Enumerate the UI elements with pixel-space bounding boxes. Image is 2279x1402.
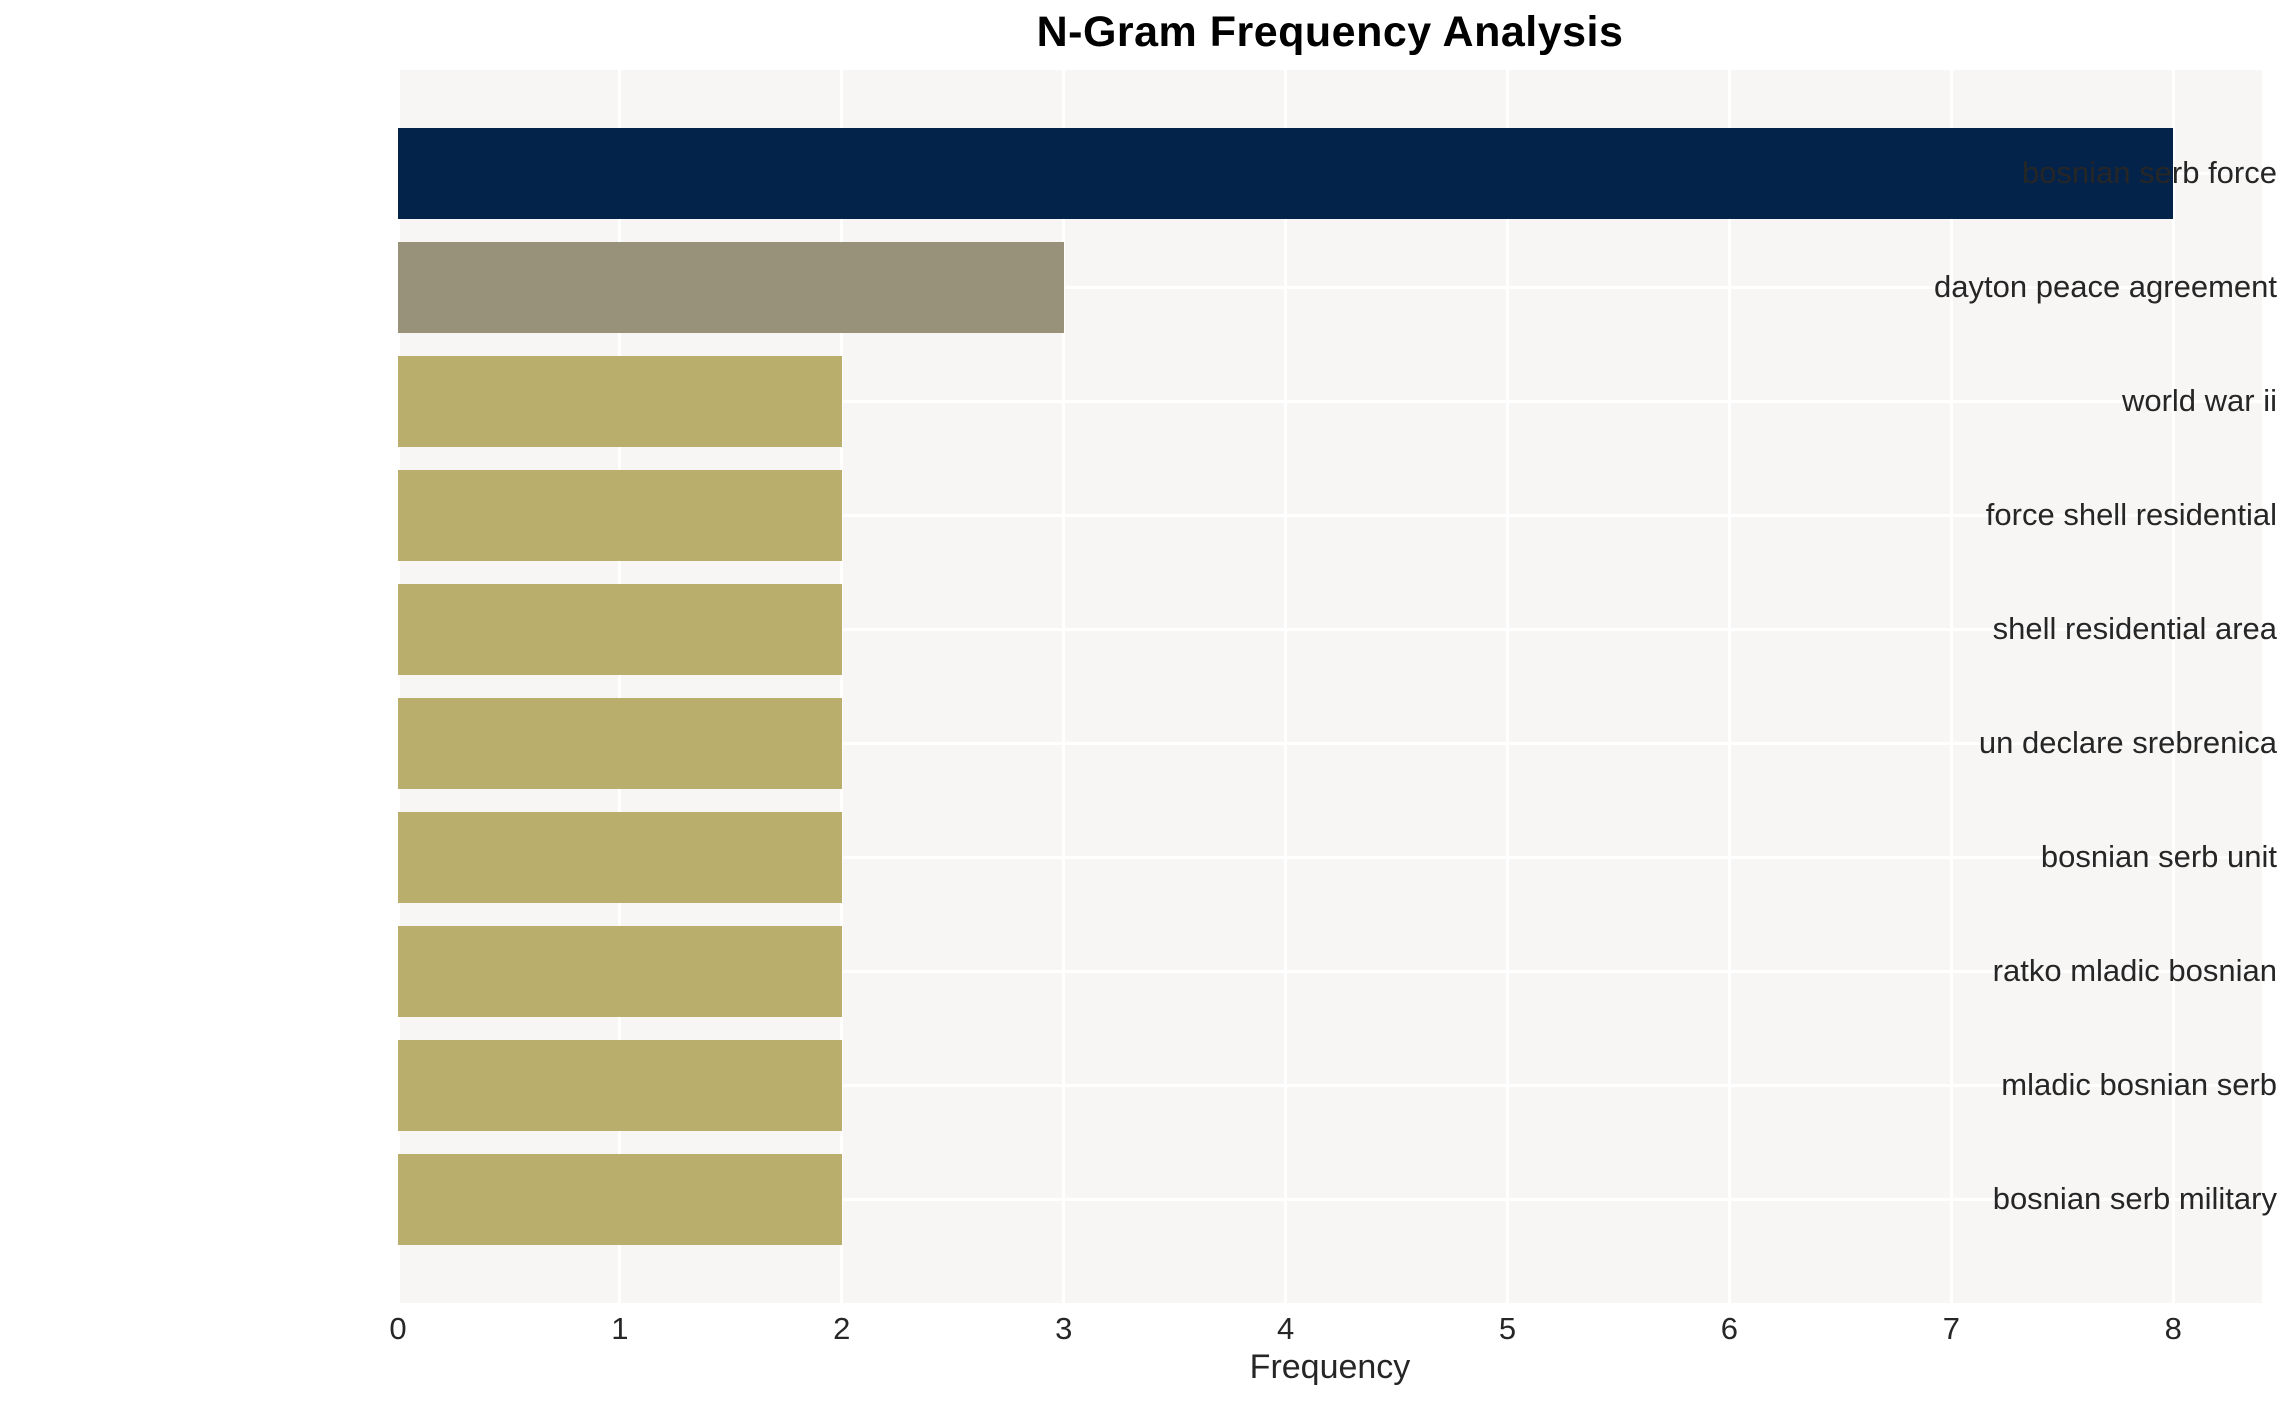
gridline-vertical (396, 70, 400, 1303)
gridline-horizontal (398, 856, 2262, 859)
gridline-vertical (618, 70, 622, 1303)
y-axis-label: mladic bosnian serb (2001, 1066, 2277, 1102)
bar (398, 128, 2174, 219)
x-axis-label: Frequency (1249, 1348, 1411, 1386)
bar (398, 926, 842, 1017)
y-axis-label: un declare srebrenica (1978, 724, 2277, 760)
x-tick-label: 6 (1720, 1311, 1739, 1346)
bar (398, 242, 1064, 333)
gridline-vertical (1949, 70, 1953, 1303)
bar (398, 356, 842, 447)
gridline-vertical (1506, 70, 1510, 1303)
gridline-horizontal (398, 628, 2262, 631)
gridline-vertical (840, 70, 844, 1303)
y-axis-label: shell residential area (1992, 610, 2277, 646)
bar (398, 812, 842, 903)
plot-area (396, 70, 2262, 1303)
gridline-horizontal (398, 514, 2262, 517)
bar (398, 1040, 842, 1131)
y-axis-label: bosnian serb military (1992, 1180, 2277, 1216)
y-axis-label: force shell residential (1985, 496, 2277, 532)
bar (398, 698, 842, 789)
bar (398, 584, 842, 675)
y-axis-label: dayton peace agreement (1934, 268, 2277, 304)
x-tick-label: 0 (389, 1311, 407, 1346)
x-tick-label: 4 (1276, 1311, 1295, 1346)
x-tick-label: 7 (1942, 1311, 1960, 1346)
y-axis-label: bosnian serb force (2021, 154, 2277, 190)
gridline-horizontal (398, 1084, 2262, 1087)
gridline-vertical (1727, 70, 1731, 1303)
gridline-vertical (1062, 70, 1066, 1303)
bar (398, 470, 842, 561)
gridline-horizontal (398, 400, 2262, 403)
y-axis-label: world war ii (2121, 382, 2277, 418)
x-tick-label: 3 (1055, 1311, 1073, 1346)
y-axis-label: ratko mladic bosnian (1992, 952, 2277, 988)
gridline-horizontal (398, 742, 2262, 745)
bar (398, 1154, 842, 1245)
y-axis-label: bosnian serb unit (2040, 838, 2277, 874)
gridline-horizontal (398, 286, 2262, 289)
gridline-horizontal (398, 970, 2262, 973)
gridline-horizontal (398, 1198, 2262, 1201)
chart-title: N-Gram Frequency Analysis (1036, 8, 1624, 56)
x-tick-label: 8 (2164, 1311, 2182, 1346)
gridline-vertical (2171, 70, 2175, 1303)
gridline-vertical (1284, 70, 1288, 1303)
x-tick-label: 2 (833, 1311, 851, 1346)
x-tick-label: 5 (1498, 1311, 1517, 1346)
x-tick-label: 1 (611, 1311, 629, 1346)
